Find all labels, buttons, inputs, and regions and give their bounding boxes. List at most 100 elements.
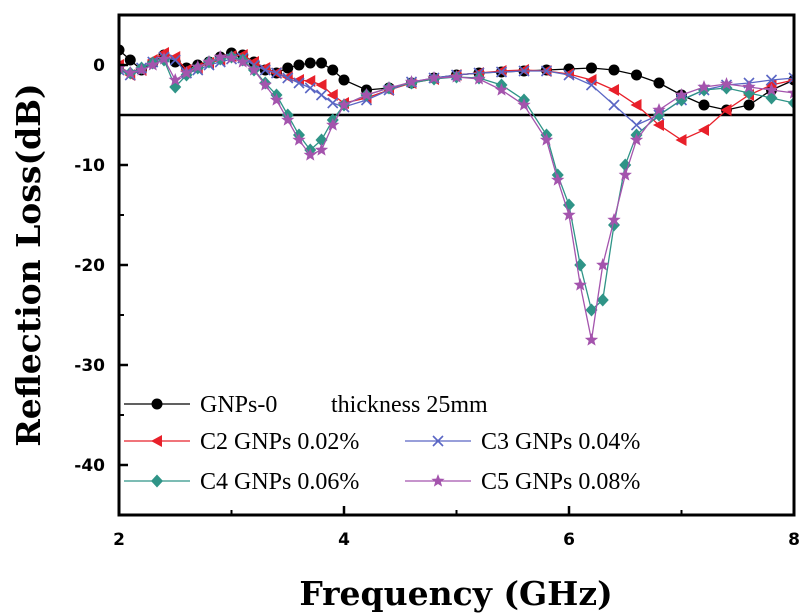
legend-label: C5 GNPs 0.08% (481, 469, 640, 495)
data-point-4-32 (573, 278, 587, 291)
data-point-2-13 (259, 64, 271, 76)
legend-item-1: C2 GNPs 0.02% (124, 429, 359, 455)
y-tick-label: 0 (93, 56, 105, 76)
data-point-0-16 (293, 59, 305, 71)
data-point-1-12 (248, 56, 259, 68)
legend-marker (151, 398, 163, 410)
data-point-0-34 (653, 77, 665, 89)
data-point-4-10 (224, 51, 239, 64)
data-point-4-22 (382, 81, 396, 94)
data-point-4-19 (326, 118, 340, 131)
data-point-2-14 (270, 67, 283, 79)
data-point-2-32 (608, 99, 620, 111)
data-point-4-0 (119, 61, 126, 74)
legend-label: C2 GNPs 0.02% (200, 429, 359, 455)
data-point-4-8 (202, 55, 216, 68)
data-point-4-33 (584, 333, 599, 346)
data-point-4-44 (787, 86, 794, 99)
data-point-0-20 (338, 74, 350, 86)
legend-marker (432, 435, 444, 447)
data-point-2-27 (495, 66, 508, 78)
series-3 (119, 50, 794, 317)
data-point-0-18 (316, 57, 327, 69)
legend-item-2: C3 GNPs 0.04% (405, 429, 640, 455)
data-point-4-39 (674, 88, 689, 101)
data-point-4-5 (168, 73, 182, 86)
series-4 (119, 50, 794, 346)
data-point-4-6 (179, 66, 194, 79)
data-point-0-38 (743, 99, 755, 111)
data-point-2-40 (788, 72, 794, 84)
legend-label: GNPs-0 (200, 392, 277, 418)
data-point-1-36 (698, 124, 709, 136)
data-point-2-17 (304, 82, 316, 94)
data-point-2-31 (585, 79, 598, 91)
data-point-4-40 (697, 80, 711, 93)
data-point-4-18 (314, 143, 329, 156)
data-point-1-16 (293, 74, 304, 86)
legend-label: C4 GNPs 0.06% (200, 469, 359, 495)
series-line-3 (119, 56, 794, 312)
data-point-2-18 (315, 89, 328, 101)
legend-marker (151, 435, 162, 447)
data-point-2-30 (563, 69, 575, 81)
data-point-1-18 (315, 79, 327, 91)
data-point-4-23 (404, 75, 419, 88)
x-axis-title: Frequency (GHz) (299, 574, 612, 613)
data-point-4-37 (629, 133, 644, 146)
data-point-1-17 (304, 75, 316, 87)
x-tick-label: 8 (788, 530, 800, 550)
data-point-0-32 (608, 64, 620, 76)
chart-legend: GNPs-0 C2 GNPs 0.02% C3 GNPs 0.04% C4 GNPs … (124, 392, 640, 495)
data-point-2-39 (765, 74, 778, 86)
data-point-1-33 (630, 99, 642, 111)
data-point-2-15 (282, 72, 294, 84)
data-point-4-25 (449, 70, 464, 83)
data-point-4-35 (607, 213, 621, 226)
data-point-0-31 (586, 62, 597, 74)
data-point-3-34 (596, 293, 609, 307)
data-point-3-31 (563, 198, 575, 212)
data-point-4-15 (281, 113, 295, 126)
data-point-4-31 (562, 208, 576, 221)
chart-marks (119, 44, 794, 346)
data-point-4-36 (618, 168, 632, 181)
x-tick-label: 4 (338, 530, 350, 550)
data-point-1-37 (720, 104, 732, 116)
chart-axes: 2 4 6 8 0 -10 -20 -30 -40 (74, 14, 800, 550)
data-point-4-42 (742, 80, 756, 93)
legend-marker (431, 474, 445, 487)
y-tick-label: -30 (74, 356, 105, 376)
data-point-2-28 (518, 65, 530, 77)
legend-label: C3 GNPs 0.04% (481, 429, 640, 455)
data-point-4-7 (191, 60, 205, 73)
data-point-4-28 (517, 98, 531, 111)
data-point-2-29 (540, 65, 553, 77)
data-point-2-16 (293, 77, 305, 89)
data-point-2-33 (630, 119, 643, 131)
data-point-4-20 (337, 98, 351, 111)
data-point-4-34 (596, 258, 610, 271)
data-point-4-13 (258, 78, 272, 91)
data-point-4-4 (157, 52, 171, 65)
data-point-4-43 (764, 83, 779, 96)
data-point-4-38 (652, 103, 666, 116)
data-point-4-24 (427, 71, 441, 84)
data-point-4-11 (236, 55, 250, 68)
data-point-1-32 (608, 84, 619, 96)
series-1 (119, 47, 794, 146)
data-point-4-41 (719, 77, 734, 90)
x-tick-label: 6 (563, 530, 575, 550)
data-point-4-26 (472, 72, 486, 85)
data-point-4-1 (123, 66, 137, 79)
data-point-2-19 (327, 97, 339, 109)
data-point-3-36 (619, 158, 632, 172)
series-2 (119, 51, 794, 131)
data-point-3-33 (585, 303, 598, 317)
y-tick-label: -40 (74, 456, 105, 476)
data-point-1-35 (675, 134, 687, 146)
data-point-4-3 (146, 58, 160, 71)
data-point-4-2 (134, 63, 149, 76)
data-point-0-17 (304, 57, 316, 69)
